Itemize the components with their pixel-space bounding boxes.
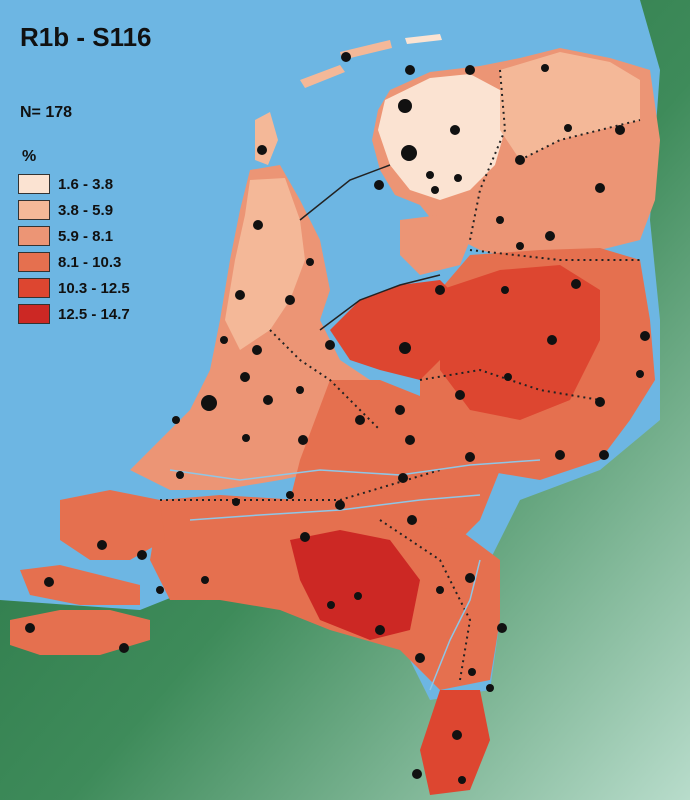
region-holland-light <box>225 178 305 350</box>
region-zeeland-south <box>10 610 150 655</box>
legend-item: 10.3 - 12.5 <box>18 276 130 300</box>
legend-label: 12.5 - 14.7 <box>58 305 130 323</box>
ijsselmeer-dike <box>299 164 441 331</box>
legend-item: 8.1 - 10.3 <box>18 250 130 274</box>
legend-unit-label: % <box>22 148 37 165</box>
legend-swatch <box>18 252 50 272</box>
legend-item: 12.5 - 14.7 <box>18 302 130 326</box>
legend-swatch <box>18 304 50 324</box>
legend-label: 10.3 - 12.5 <box>58 279 130 297</box>
region-zeeland <box>60 490 165 560</box>
legend-item: 3.8 - 5.9 <box>18 198 130 222</box>
sample-dots <box>25 52 650 784</box>
netherlands-land <box>10 34 660 795</box>
region-flevoland <box>400 215 470 275</box>
legend-swatch <box>18 226 50 246</box>
legend-label: 5.9 - 8.1 <box>58 227 114 245</box>
region-east-dark <box>440 265 600 420</box>
province-borders <box>160 69 641 681</box>
legend-swatch <box>18 174 50 194</box>
island-texel <box>255 112 278 165</box>
region-frisia-mid <box>500 52 640 160</box>
region-limburg <box>420 690 490 795</box>
island-terschelling <box>340 40 392 60</box>
legend-swatch <box>18 278 50 298</box>
legend-item: 5.9 - 8.1 <box>18 224 130 248</box>
region-zeeland-mid <box>20 565 140 605</box>
legend-label: 3.8 - 5.9 <box>58 201 114 219</box>
legend-label: 8.1 - 10.3 <box>58 253 122 271</box>
legend-item: 1.6 - 3.8 <box>18 172 130 196</box>
sample-size-label: N= 178 <box>20 104 73 121</box>
region-polder <box>330 280 460 380</box>
legend-swatch <box>18 200 50 220</box>
island-ameland <box>405 34 442 44</box>
legend-label: 1.6 - 3.8 <box>58 175 114 193</box>
map-title: R1b - S116 <box>20 22 152 52</box>
island-vlieland <box>300 65 345 88</box>
region-south-dark <box>290 530 420 640</box>
legend: 1.6 - 3.8 3.8 - 5.9 5.9 - 8.1 8.1 - 10.3… <box>18 172 130 328</box>
